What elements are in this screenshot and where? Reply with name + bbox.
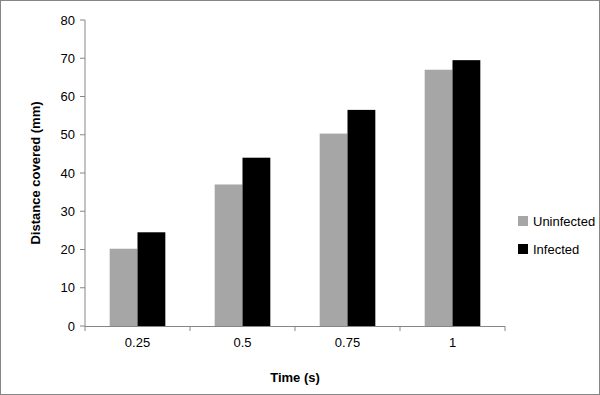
bars — [110, 60, 481, 326]
y-tick-label: 50 — [61, 127, 75, 142]
y-tick-label: 60 — [61, 89, 75, 104]
y-tick — [80, 96, 85, 97]
y-tick — [80, 173, 85, 174]
bar — [243, 158, 271, 326]
y-tick — [80, 20, 85, 21]
bar — [320, 134, 348, 326]
bar — [138, 232, 166, 326]
chart-svg: 0 10 20 30 40 50 60 70 80 0.25 0.5 0.75 1 Time (s) Dis… — [0, 0, 600, 395]
y-tick-label: 20 — [61, 242, 75, 257]
legend-swatch — [518, 216, 528, 226]
y-tick — [80, 326, 85, 327]
bar — [348, 110, 376, 326]
x-tick-label: 0.5 — [233, 335, 251, 350]
x-tick-label: 0.75 — [335, 335, 360, 350]
y-tick — [80, 287, 85, 288]
x-tick — [505, 326, 506, 331]
x-tick — [295, 326, 296, 331]
y-tick-label: 10 — [61, 280, 75, 295]
bar — [215, 184, 243, 326]
bar — [110, 249, 138, 326]
x-tick-label: 0.25 — [125, 335, 150, 350]
y-tick-label: 0 — [68, 319, 75, 334]
x-axis-title: Time (s) — [270, 370, 320, 385]
bar — [453, 60, 481, 326]
y-tick-label: 70 — [61, 51, 75, 66]
x-tick — [190, 326, 191, 331]
y-axis-title: Distance covered (mm) — [28, 101, 43, 244]
y-tick — [80, 249, 85, 250]
bar — [425, 70, 453, 326]
x-tick — [85, 326, 86, 331]
y-tick — [80, 134, 85, 135]
x-tick — [400, 326, 401, 331]
y-tick — [80, 211, 85, 212]
y-tick-label: 30 — [61, 204, 75, 219]
legend: Uninfected Infected — [518, 214, 595, 257]
legend-label: Infected — [533, 242, 579, 257]
y-tick-label: 80 — [61, 13, 75, 28]
chart-container: 0 10 20 30 40 50 60 70 80 0.25 0.5 0.75 1 Time (s) Dis… — [0, 0, 600, 395]
legend-label: Uninfected — [533, 214, 595, 229]
y-tick-label: 40 — [61, 166, 75, 181]
legend-swatch — [518, 244, 528, 254]
chart-frame — [1, 1, 600, 395]
y-tick — [80, 58, 85, 59]
x-tick-label: 1 — [449, 335, 456, 350]
